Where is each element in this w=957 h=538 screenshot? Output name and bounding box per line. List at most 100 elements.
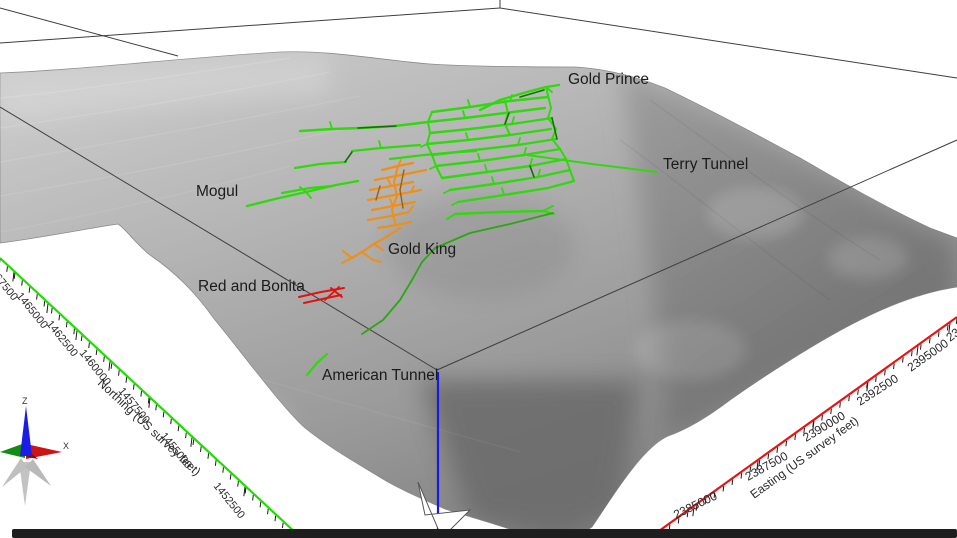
- minor-tick: [50, 307, 53, 314]
- z-axis-cone: [20, 406, 32, 456]
- axis-tick-label: 2385000: [671, 488, 719, 521]
- tunnel-segment: [373, 168, 428, 182]
- tunnel-segment: [389, 198, 394, 207]
- easting-axis-line: [651, 316, 957, 537]
- tunnel-segment: [330, 287, 343, 298]
- major-tick: [948, 322, 951, 333]
- minor-tick: [162, 411, 165, 418]
- major-tick: [812, 420, 815, 431]
- tunnel-segment: [399, 169, 405, 209]
- minor-tick: [803, 427, 805, 434]
- minor-tick: [170, 418, 172, 425]
- tunnel-segment: [420, 143, 428, 148]
- terrain-shading-front-wedge: [420, 380, 640, 538]
- minor-tick: [695, 505, 698, 511]
- major-tick: [756, 460, 759, 471]
- site-label: Gold Prince: [568, 71, 649, 88]
- minor-tick: [274, 515, 277, 522]
- minor-tick: [132, 384, 135, 390]
- minor-tick: [848, 395, 850, 402]
- tunnel-segment: [305, 352, 329, 377]
- minor-tick: [13, 273, 16, 279]
- minor-tick: [928, 337, 931, 344]
- minor-tick: [830, 408, 832, 415]
- tunnel-segment: [504, 112, 510, 125]
- minor-tick: [749, 466, 752, 473]
- compass-z-label: Z: [22, 396, 28, 406]
- bounding-box-wireframe: [0, 0, 957, 371]
- minor-tick: [237, 481, 239, 487]
- minor-tick: [740, 473, 743, 479]
- major-tick: [12, 271, 15, 282]
- tunnel-segment: [465, 132, 469, 141]
- tunnel-segment: [451, 201, 459, 206]
- tunnel-segment: [519, 89, 545, 98]
- tunnel-segment: [410, 185, 415, 193]
- minus-x-cone: [25, 459, 51, 486]
- minor-tick: [140, 391, 143, 397]
- minor-tick: [36, 294, 38, 300]
- minor-tick: [866, 382, 868, 389]
- tunnel-segment: [342, 250, 353, 259]
- minor-tick: [95, 349, 98, 356]
- terrain-highlight-upper-left: [0, 54, 330, 124]
- minor-tick: [686, 511, 689, 518]
- box-front-right-edge: [436, 139, 957, 371]
- minor-tick: [776, 447, 779, 453]
- minor-tick: [794, 434, 797, 440]
- orientation-axes-widget: Z X: [0, 396, 69, 506]
- major-tick: [46, 303, 49, 314]
- minor-tick: [857, 389, 859, 395]
- tunnel-segment: [523, 147, 527, 156]
- tunnel-segment: [462, 110, 466, 119]
- terrain-surface: [0, 51, 957, 538]
- bottom-bar: [12, 529, 957, 538]
- tunnel-segment: [378, 140, 382, 149]
- minor-tick: [222, 467, 224, 473]
- tunnel-segment: [446, 213, 456, 220]
- tunnel-segment: [428, 116, 554, 135]
- tunnel-segment: [397, 159, 402, 167]
- minor-tick: [21, 280, 23, 286]
- tunnel-segment: [324, 286, 340, 301]
- minus-y-cone: [2, 458, 27, 487]
- terrain-light-patch: [707, 187, 803, 239]
- tunnel-segment: [434, 147, 562, 168]
- site-label: Mogul: [196, 183, 238, 200]
- axis-tick-label: 1452500: [211, 480, 247, 521]
- tunnel-segment: [456, 179, 576, 204]
- minor-tick: [58, 314, 61, 321]
- tunnel-segment: [448, 168, 572, 192]
- terrain-light-patch: [634, 320, 746, 380]
- tunnel-segment: [529, 165, 535, 178]
- y-axis-cone: [0, 443, 25, 458]
- minor-tick: [281, 522, 284, 529]
- minor-tick: [259, 501, 262, 508]
- tunnel-segment: [440, 157, 568, 180]
- minor-tick: [207, 453, 210, 459]
- minor-tick: [902, 357, 904, 363]
- tunnel-segment: [357, 125, 397, 129]
- tunnel-segment: [467, 99, 471, 108]
- tunnel-segment: [299, 186, 307, 193]
- tunnel-segment: [430, 137, 558, 157]
- major-tick: [75, 330, 78, 341]
- compass-x-label: X: [63, 441, 69, 451]
- minor-tick: [758, 460, 761, 466]
- minor-tick: [185, 432, 187, 439]
- minor-tick: [893, 363, 895, 370]
- tunnel-segment: [545, 86, 575, 182]
- major-tick: [148, 398, 151, 408]
- tunnel-segment: [484, 164, 488, 173]
- tunnel-segment: [551, 117, 558, 140]
- minor-tick: [946, 324, 949, 331]
- site-label: American Tunnel: [322, 367, 438, 384]
- minor-tick: [252, 494, 254, 501]
- minor-tick: [214, 460, 217, 466]
- minor-tick: [677, 518, 680, 524]
- minor-tick: [199, 446, 202, 452]
- tunnel-segment: [293, 160, 348, 170]
- minor-tick: [103, 356, 105, 362]
